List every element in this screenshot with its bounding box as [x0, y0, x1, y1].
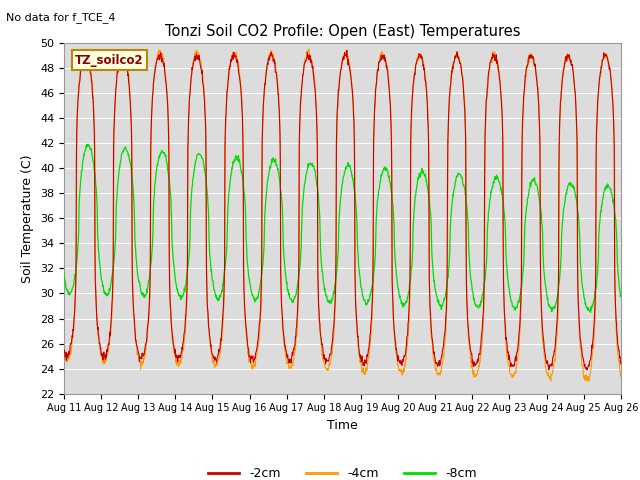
Title: Tonzi Soil CO2 Profile: Open (East) Temperatures: Tonzi Soil CO2 Profile: Open (East) Temp…: [164, 24, 520, 39]
X-axis label: Time: Time: [327, 419, 358, 432]
Text: TZ_soilco2: TZ_soilco2: [75, 54, 144, 67]
Legend: -2cm, -4cm, -8cm: -2cm, -4cm, -8cm: [204, 462, 481, 480]
Y-axis label: Soil Temperature (C): Soil Temperature (C): [22, 154, 35, 283]
Text: No data for f_TCE_4: No data for f_TCE_4: [6, 12, 116, 23]
